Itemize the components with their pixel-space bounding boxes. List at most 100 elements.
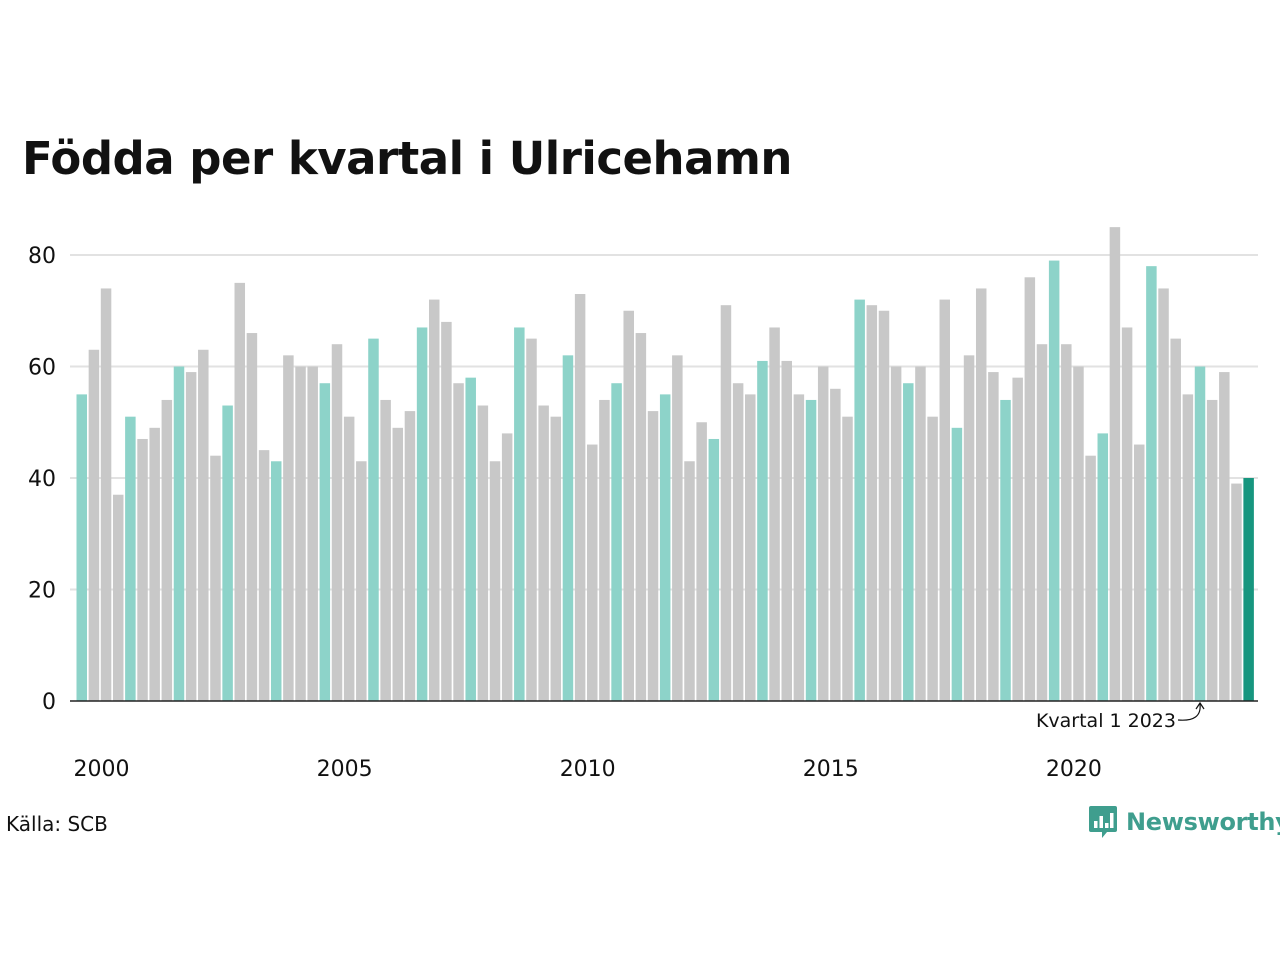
bar: [246, 333, 258, 701]
bar: [1024, 277, 1036, 701]
bar: [793, 394, 805, 702]
bar: [270, 461, 282, 701]
x-tick-label: 2020: [1046, 757, 1102, 782]
bar: [647, 411, 659, 701]
bar: [1158, 288, 1169, 701]
bar: [501, 433, 513, 701]
bar: [404, 411, 416, 701]
bar: [380, 399, 391, 701]
x-tick-label: 2000: [74, 757, 130, 782]
brand-logo[interactable]: Newsworthy: [1088, 804, 1280, 840]
bar: [1133, 444, 1145, 701]
bar: [550, 416, 562, 701]
bar: [939, 299, 950, 701]
bar: [392, 427, 404, 701]
bar: [198, 349, 209, 701]
bar: [137, 438, 148, 701]
bar: [112, 494, 124, 702]
bar: [258, 450, 270, 702]
bar: [781, 360, 792, 701]
bar: [878, 310, 890, 701]
bar: [1194, 366, 1206, 701]
x-tick-label: 2010: [560, 757, 616, 782]
bar: [185, 372, 197, 701]
bar: [951, 427, 963, 701]
bar: [1048, 260, 1060, 701]
bar: [343, 416, 355, 701]
bar: [368, 338, 379, 702]
bar: [769, 327, 780, 701]
bar: [745, 394, 756, 702]
bar: [672, 355, 683, 701]
bar: [307, 366, 318, 701]
bar: [1085, 455, 1096, 701]
y-axis-ticks: 0 20 40 60 80: [28, 244, 56, 715]
chart-title: Födda per kvartal i Ulricehamn: [22, 132, 792, 185]
bar: [684, 461, 695, 701]
bar: [927, 416, 938, 701]
bar: [659, 394, 671, 702]
bar: [842, 416, 853, 701]
bar: [125, 416, 136, 701]
bar: [562, 355, 574, 701]
y-tick-label: 20: [28, 579, 56, 604]
bar: [611, 383, 622, 701]
bar: [210, 455, 221, 701]
bar: [696, 422, 707, 701]
bar: [720, 305, 732, 701]
bar: [757, 360, 768, 701]
bar: [295, 366, 306, 701]
bar: [1073, 366, 1084, 701]
bar: [319, 383, 331, 701]
bar: [1243, 478, 1254, 701]
bar: [890, 366, 902, 701]
bars: [76, 227, 1254, 702]
bar: [1097, 433, 1109, 701]
bar: [453, 383, 464, 701]
bar: [477, 405, 489, 701]
bar: [283, 355, 294, 701]
y-tick-label: 60: [28, 356, 56, 381]
bar: [222, 405, 233, 701]
brand-name: Newsworthy: [1126, 808, 1280, 836]
bar: [416, 327, 428, 701]
bar: [489, 461, 501, 701]
x-tick-label: 2005: [317, 757, 373, 782]
bar: [1000, 399, 1011, 701]
bar: [1036, 344, 1048, 701]
bar: [599, 399, 610, 701]
bar: [1182, 394, 1194, 702]
bar: [903, 383, 914, 701]
bar: [429, 299, 440, 701]
bar: [1146, 266, 1157, 701]
bar: [732, 383, 744, 701]
bar: [538, 405, 549, 701]
bar: [356, 461, 367, 701]
bar: [817, 366, 829, 701]
bar: [805, 399, 817, 701]
bar: [100, 288, 112, 701]
bar: [441, 321, 452, 701]
source-note: Källa: SCB: [6, 812, 108, 836]
bar: [465, 377, 476, 701]
y-tick-label: 40: [28, 467, 56, 492]
bar: [854, 299, 865, 701]
bar: [1231, 483, 1242, 701]
bar: [1206, 399, 1218, 701]
bar: [708, 438, 720, 701]
bar: [963, 355, 975, 701]
y-tick-label: 80: [28, 244, 56, 269]
bar: [587, 444, 598, 701]
annotation: Kvartal 1 2023: [1036, 701, 1205, 732]
y-tick-label: 0: [42, 690, 56, 715]
bar: [173, 366, 185, 701]
newsworthy-logo-icon: [1089, 806, 1117, 838]
bar: [234, 282, 246, 702]
bar: [915, 366, 926, 701]
bar-chart: 0 20 40 60 80 2000 2005 2010 2015 2020 Kvartal 1…: [28, 227, 1258, 782]
bar: [1012, 377, 1023, 701]
bar: [1170, 338, 1181, 702]
bar: [161, 399, 173, 701]
x-axis-ticks: 2000 2005 2010 2015 2020: [74, 757, 1102, 782]
annotation-arrow: [1177, 703, 1201, 721]
